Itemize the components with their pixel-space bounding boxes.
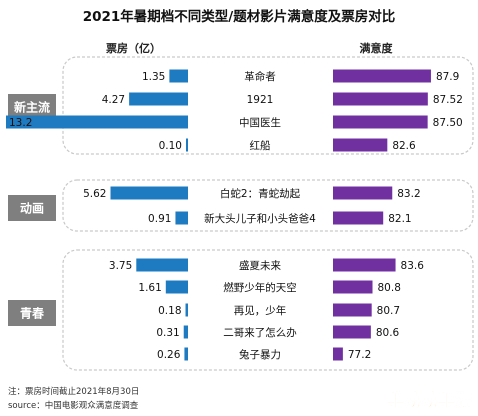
satisfaction-value: 87.9 [436, 71, 459, 83]
satisfaction-value: 82.6 [392, 140, 416, 152]
film-name: 白蛇2：青蛇劫起 [220, 187, 301, 200]
group-frame [62, 249, 474, 371]
note-line-2: source：中国电影观众满意度调查 [8, 400, 139, 411]
film-name: 再见，少年 [234, 304, 287, 317]
satisfaction-bar [333, 258, 396, 272]
note-line-1: 注：票房时间截止2021年8月30日 [8, 386, 139, 397]
film-name: 中国医生 [239, 116, 281, 129]
box-office-value: 13.2 [9, 117, 32, 129]
group-frame [62, 179, 474, 232]
film-name: 盛夏未来 [239, 259, 281, 272]
satisfaction-value: 77.2 [348, 349, 371, 361]
box-office-bar [165, 280, 188, 294]
box-office-value: 0.26 [157, 349, 181, 361]
box-office-value: 0.10 [159, 140, 182, 152]
box-office-value: 1.35 [142, 71, 165, 83]
film-name: 革命者 [244, 70, 276, 83]
satisfaction-bar [333, 115, 428, 129]
satisfaction-header: 满意度 [360, 41, 394, 55]
box-office-value: 0.18 [158, 305, 181, 317]
satisfaction-bar [333, 138, 388, 152]
film-name: 燃野少年的天空 [223, 281, 297, 294]
box-office-value: 0.91 [148, 213, 171, 225]
satisfaction-bar [333, 92, 428, 106]
group-label: 新主流 [14, 100, 50, 115]
satisfaction-value: 83.6 [401, 260, 425, 272]
group-label-box [8, 195, 56, 221]
satisfaction-value: 80.6 [376, 327, 400, 339]
box-office-value: 1.61 [138, 282, 161, 294]
group-label: 动画 [20, 202, 44, 216]
box-office-bar [110, 186, 188, 200]
satisfaction-bar [333, 280, 373, 294]
satisfaction-value: 80.7 [377, 305, 400, 317]
box-office-value: 5.62 [83, 188, 106, 200]
box-office-bar [175, 211, 188, 225]
watermark-text: 手动动手游 [387, 390, 472, 411]
satisfaction-value: 83.2 [397, 188, 420, 200]
satisfaction-value: 87.52 [433, 94, 463, 106]
box-office-value: 4.27 [102, 94, 125, 106]
box-office-bar [136, 258, 188, 272]
film-name: 红船 [250, 139, 271, 152]
box-office-bar [184, 347, 188, 361]
film-name: 新大头儿子和小头爸爸4 [204, 212, 316, 225]
film-name: 二哥来了怎么办 [223, 326, 297, 339]
box-office-bar [6, 115, 188, 129]
box-office-value: 0.31 [156, 327, 179, 339]
group-label-box [8, 300, 56, 326]
box-office-bar [186, 138, 188, 152]
box-office-bar [169, 69, 188, 83]
satisfaction-bar [333, 186, 393, 200]
box-office-bar [185, 303, 188, 317]
satisfaction-value: 80.8 [378, 282, 401, 294]
satisfaction-bar [333, 303, 372, 317]
box-office-value: 3.75 [109, 260, 132, 272]
film-name: 兔子暴力 [239, 348, 281, 361]
bars-layer: 1.35 革命者 87.9 4.27 1921 87.52 13.2 中国医生 87.50 0.1… [6, 69, 463, 361]
satisfaction-value: 87.50 [433, 117, 463, 129]
box-office-bar [129, 92, 188, 106]
chart-title: 2021年暑期档不同类型/题材影片满意度及票房对比 [83, 8, 396, 25]
film-name: 1921 [247, 94, 274, 106]
group-frame [62, 56, 474, 155]
satisfaction-bar [333, 69, 431, 83]
satisfaction-bar [333, 211, 384, 225]
satisfaction-value: 82.1 [388, 213, 411, 225]
box-office-bar [183, 325, 188, 339]
box-office-header: 票房（亿） [106, 41, 161, 55]
group-label: 青春 [20, 306, 45, 321]
satisfaction-bar [333, 325, 371, 339]
satisfaction-bar [333, 347, 343, 361]
